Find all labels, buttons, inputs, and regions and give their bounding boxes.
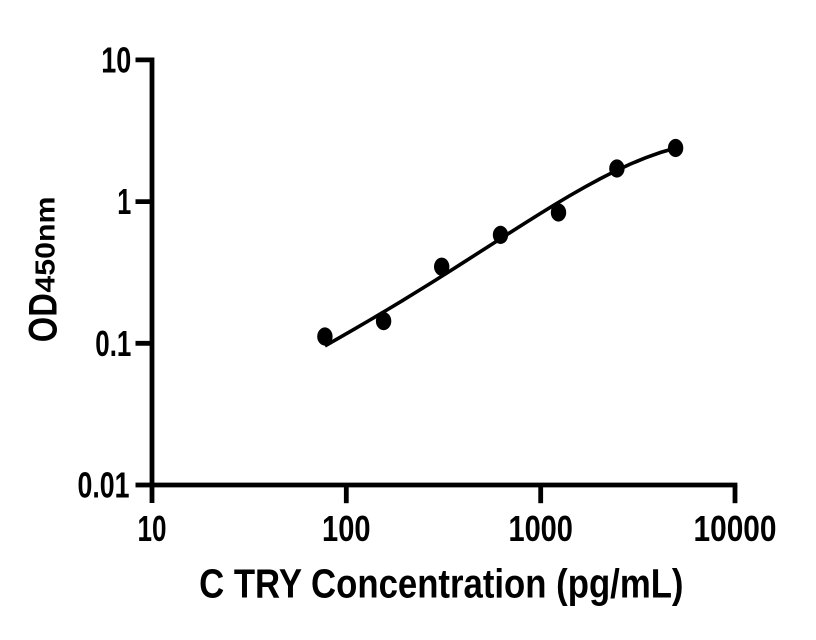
svg-text:100: 100: [322, 508, 371, 549]
svg-text:10000: 10000: [694, 508, 777, 549]
svg-text:0.1: 0.1: [95, 323, 131, 364]
svg-text:1: 1: [117, 181, 131, 222]
svg-text:10: 10: [101, 40, 131, 81]
svg-text:C TRY Concentration (pg/mL): C TRY Concentration (pg/mL): [199, 560, 683, 606]
svg-text:450nm: 450nm: [30, 197, 61, 293]
svg-text:1000: 1000: [508, 508, 573, 549]
svg-text:OD: OD: [22, 293, 66, 342]
svg-text:10: 10: [138, 508, 167, 549]
svg-text:0.01: 0.01: [78, 465, 130, 506]
